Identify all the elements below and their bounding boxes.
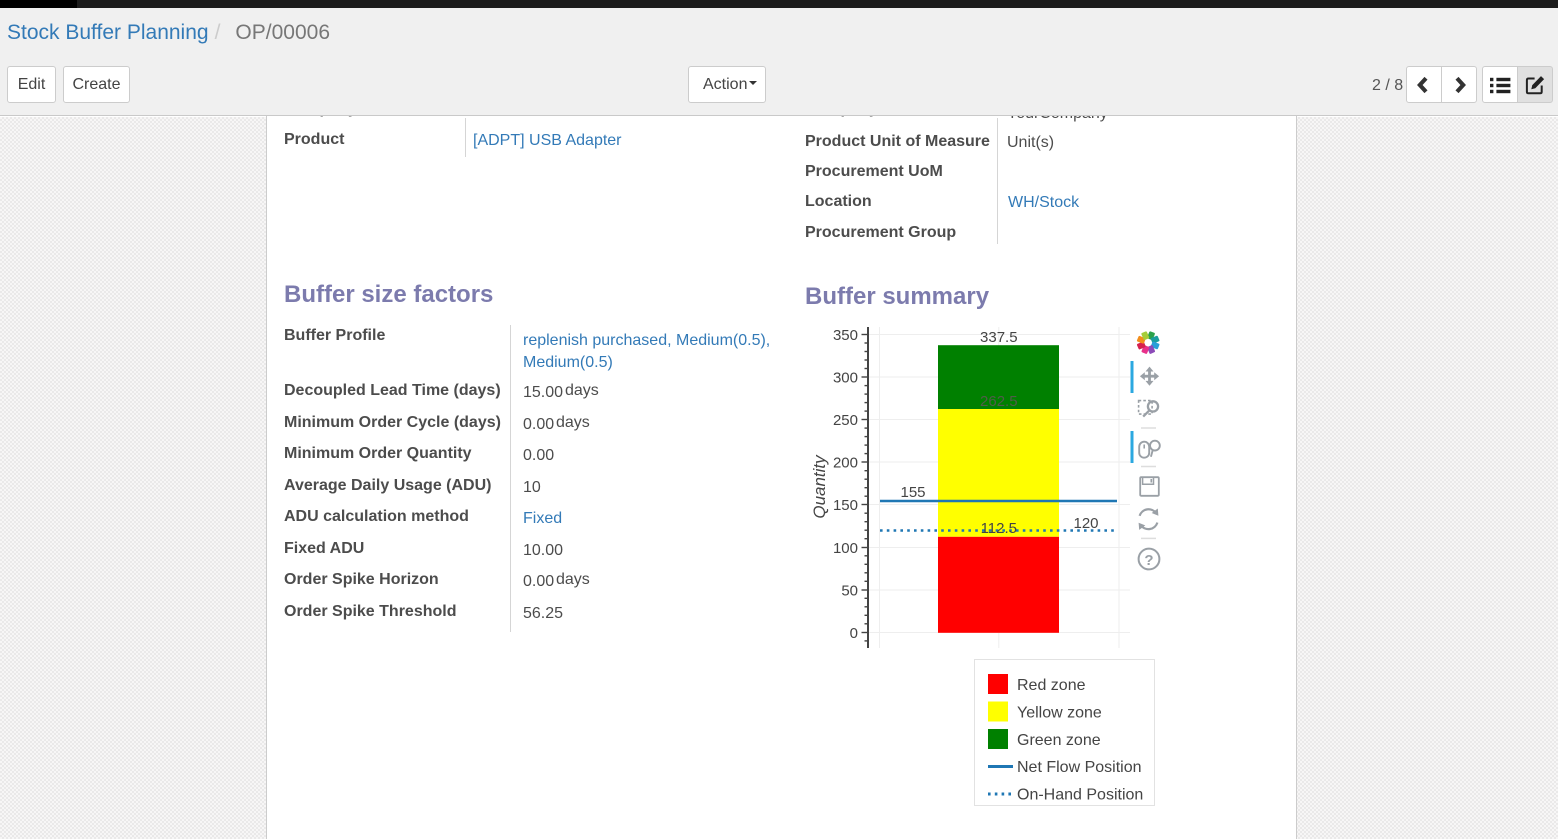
svg-text:120: 120 xyxy=(1073,515,1098,532)
svg-text:100: 100 xyxy=(833,540,858,557)
svg-text:Green zone: Green zone xyxy=(1017,732,1101,749)
svg-text:350: 350 xyxy=(833,327,858,344)
svg-text:Quantity: Quantity xyxy=(810,454,829,519)
svg-text:337.5: 337.5 xyxy=(980,329,1018,346)
svg-text:Net Flow Position: Net Flow Position xyxy=(1017,759,1142,776)
svg-text:112.5: 112.5 xyxy=(981,520,1017,537)
svg-text:Yellow zone: Yellow zone xyxy=(1017,705,1102,722)
svg-text:262.5: 262.5 xyxy=(980,393,1018,410)
svg-text:?: ? xyxy=(1144,552,1153,569)
svg-text:Red zone: Red zone xyxy=(1017,677,1086,694)
svg-text:0: 0 xyxy=(850,625,858,642)
svg-text:50: 50 xyxy=(841,582,858,599)
svg-text:150: 150 xyxy=(833,497,858,514)
svg-text:On-Hand Position: On-Hand Position xyxy=(1017,787,1143,804)
svg-text:200: 200 xyxy=(833,454,858,471)
svg-text:250: 250 xyxy=(833,412,858,429)
svg-text:300: 300 xyxy=(833,369,858,386)
svg-text:155: 155 xyxy=(900,484,925,501)
